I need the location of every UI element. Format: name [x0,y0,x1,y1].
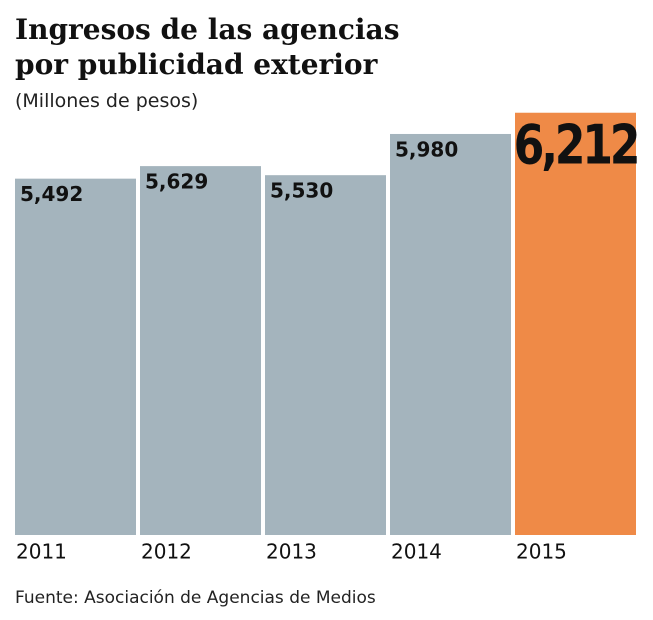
chart: 5,492 2011 5,629 2012 5,530 2013 5,980 2014 6,21… [15,112,641,564]
chart-subtitle: (Millones de pesos) [15,90,199,112]
value-label: 5,629 [145,170,208,194]
source-note: Fuente: Asociación de Agencias de Medios [15,588,376,608]
x-tick-label: 2012 [141,540,192,564]
x-tick-label: 2014 [391,540,442,564]
bar [15,178,136,535]
value-label: 5,530 [270,179,333,203]
bar [515,112,636,535]
chart-title: Ingresos de las agencias por publicidad … [15,13,400,81]
value-label: 6,212 [514,113,638,176]
value-label: 5,492 [20,182,83,206]
bar [390,133,511,535]
x-tick-label: 2011 [16,540,67,564]
value-label: 5,980 [395,137,458,161]
bar [140,166,261,536]
x-tick-label: 2015 [516,540,567,564]
x-tick-label: 2013 [266,540,317,564]
bar [265,175,386,535]
